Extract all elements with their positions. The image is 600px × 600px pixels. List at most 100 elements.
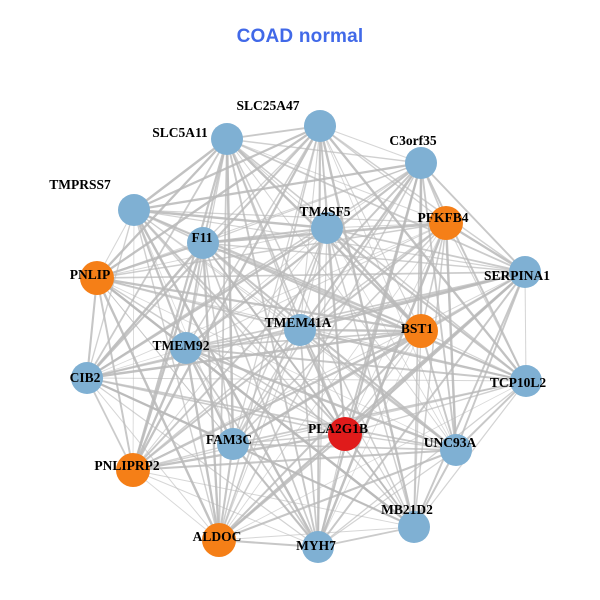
edge — [326, 227, 415, 528]
edge — [218, 433, 346, 541]
edge — [455, 271, 526, 451]
node-serpina1[interactable] — [509, 256, 541, 288]
edge — [232, 125, 321, 445]
edge — [232, 227, 328, 445]
edge — [420, 162, 526, 273]
edge — [232, 162, 422, 445]
edge — [86, 377, 319, 548]
edge — [344, 433, 457, 451]
edge — [133, 161, 422, 212]
node-pla2g1b[interactable] — [328, 417, 362, 451]
node-fam3c[interactable] — [217, 428, 249, 460]
edge — [226, 138, 346, 435]
node-tm4sf5[interactable] — [311, 212, 343, 244]
edge — [218, 222, 447, 541]
edge — [131, 347, 188, 471]
edge — [299, 328, 527, 383]
node-tmem92[interactable] — [170, 332, 202, 364]
edge — [132, 448, 457, 472]
edge — [420, 330, 457, 451]
edge — [132, 222, 447, 471]
edge — [455, 380, 527, 451]
edge — [132, 329, 301, 471]
edge — [185, 271, 526, 349]
edge — [132, 443, 234, 471]
edge — [202, 242, 526, 273]
edge — [326, 227, 526, 273]
edge — [96, 276, 422, 333]
edge — [232, 433, 346, 445]
edge — [319, 125, 527, 382]
node-pnliprp2[interactable] — [116, 453, 150, 487]
edge — [319, 125, 422, 164]
edge — [420, 330, 527, 382]
edge — [413, 330, 422, 528]
edge — [96, 277, 457, 451]
edge — [185, 222, 447, 349]
edge — [96, 138, 228, 279]
edge — [226, 138, 527, 382]
edge — [96, 222, 447, 279]
node-pnlip[interactable] — [80, 261, 114, 295]
edge — [344, 380, 527, 435]
edge — [96, 277, 346, 435]
edge — [225, 138, 235, 445]
node-cib2[interactable] — [71, 362, 103, 394]
edge — [132, 380, 527, 471]
edge — [201, 242, 221, 541]
node-mb21d2[interactable] — [398, 511, 430, 543]
edge — [132, 469, 220, 541]
edge — [133, 208, 328, 230]
edge — [344, 222, 447, 435]
edge — [133, 209, 447, 224]
node-c3orf35[interactable] — [405, 147, 437, 179]
edge — [132, 209, 135, 471]
edge — [133, 209, 415, 528]
edge — [218, 271, 526, 541]
edge — [232, 222, 447, 445]
edge — [420, 162, 457, 451]
node-tmem41a[interactable] — [284, 314, 316, 346]
edge — [344, 433, 415, 528]
edge — [185, 242, 204, 349]
edge — [86, 377, 220, 541]
edge — [317, 449, 457, 548]
node-myh7[interactable] — [302, 531, 334, 563]
edge — [96, 241, 204, 280]
edge — [185, 347, 346, 435]
edge — [184, 347, 235, 445]
node-tmprss7[interactable] — [118, 194, 150, 226]
node-unc93a[interactable] — [440, 434, 472, 466]
edge — [202, 242, 457, 451]
edge — [226, 138, 422, 164]
node-aldoc[interactable] — [202, 523, 236, 557]
edge — [86, 377, 527, 382]
edge — [86, 242, 204, 379]
node-f11[interactable] — [187, 227, 219, 259]
node-slc5a11[interactable] — [211, 123, 243, 155]
edge — [232, 443, 415, 528]
edge — [86, 377, 346, 435]
node-tcp10l2[interactable] — [510, 365, 542, 397]
edge — [96, 277, 301, 331]
edge — [185, 347, 319, 548]
edge — [185, 162, 422, 349]
edge — [132, 271, 526, 471]
edge — [133, 138, 228, 211]
node-pfkfb4[interactable] — [429, 206, 463, 240]
edge — [226, 138, 319, 548]
node-bst1[interactable] — [404, 314, 438, 348]
node-slc25a47[interactable] — [304, 110, 336, 142]
edge — [317, 271, 526, 548]
edge — [232, 443, 319, 548]
edge — [86, 347, 187, 379]
edge — [299, 329, 319, 548]
edge — [131, 138, 229, 471]
edge — [218, 449, 457, 541]
edge — [202, 242, 319, 548]
edge — [319, 125, 526, 273]
edge — [218, 329, 301, 541]
edge — [185, 329, 301, 349]
